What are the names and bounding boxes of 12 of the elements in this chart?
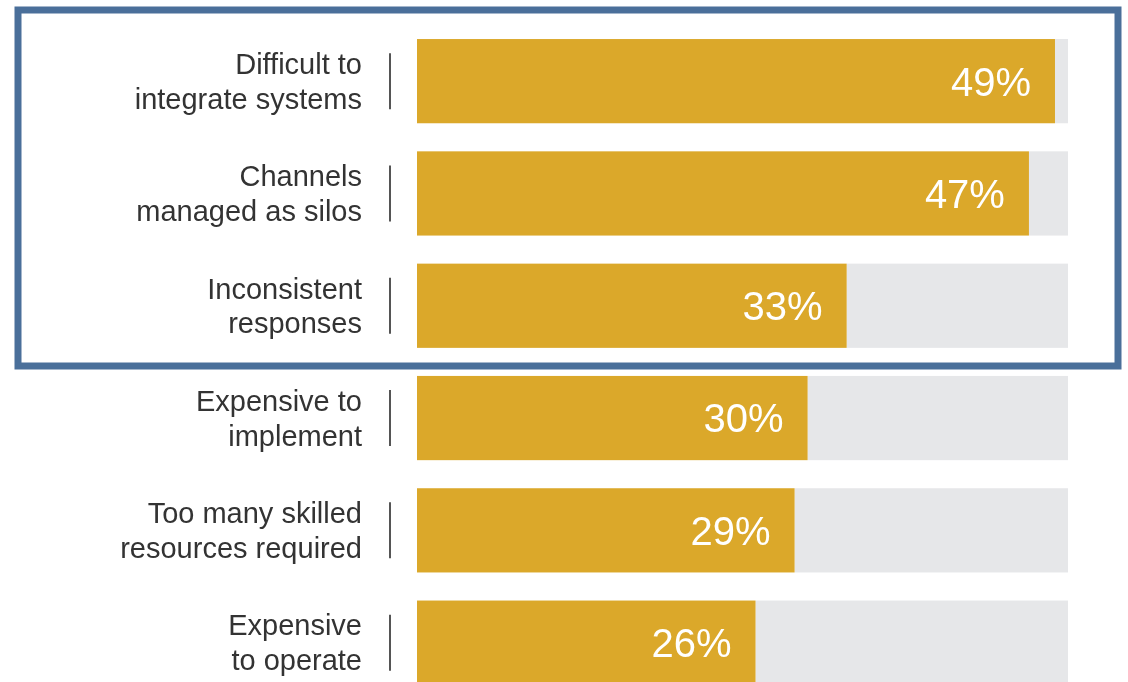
data-label: 47% xyxy=(924,171,1005,216)
y-tick-label: Inconsistent responses xyxy=(207,272,362,340)
data-label: 26% xyxy=(651,621,732,666)
data-label: 49% xyxy=(950,59,1031,104)
y-tick-label: Too many skilled resources required xyxy=(120,497,362,564)
y-tick-label: Expensive to implement xyxy=(195,384,362,452)
data-label: 29% xyxy=(690,508,771,553)
y-tick-label: Difficult to integrate systems xyxy=(134,47,362,115)
data-label: 33% xyxy=(742,284,823,329)
data-label: 30% xyxy=(703,396,784,441)
y-tick-label: Expensive to operate xyxy=(228,609,362,677)
y-tick-label: Channels managed as silos xyxy=(136,160,362,227)
